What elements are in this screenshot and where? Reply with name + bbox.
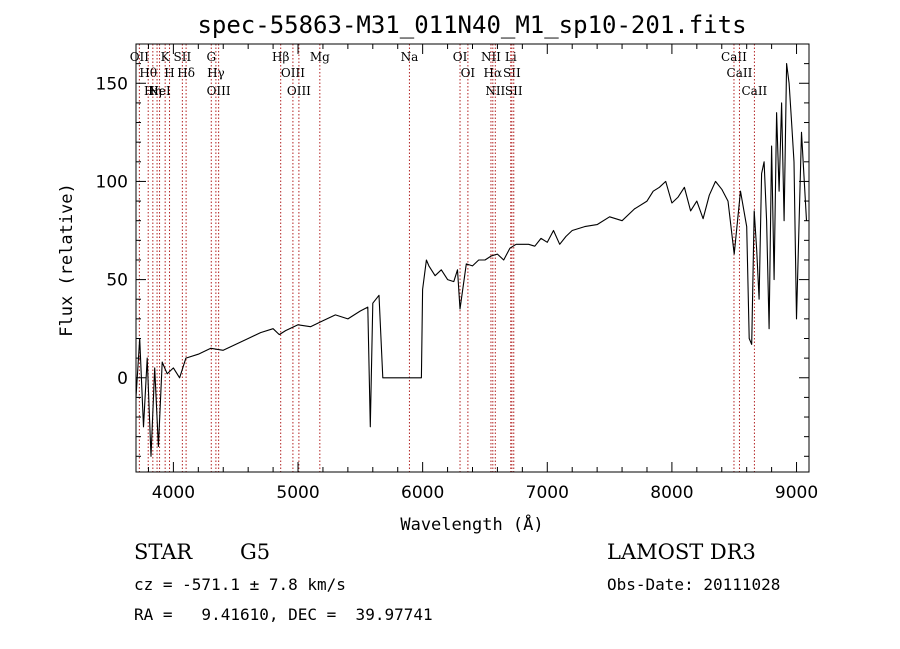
line-label: Hδ xyxy=(177,66,195,80)
survey-label: LAMOST DR3 xyxy=(607,540,756,564)
x-tick-label: 7000 xyxy=(526,483,569,503)
series-layer xyxy=(135,63,808,457)
line-label: H xyxy=(164,66,174,80)
coordinates: RA = 9.41610, DEC = 39.97741 xyxy=(134,605,433,624)
line-label: NII xyxy=(485,84,505,98)
x-tick-label: 8000 xyxy=(650,483,693,503)
x-tick-label: 5000 xyxy=(276,483,319,503)
x-axis: 4000 5000 6000 7000 8000 9000 xyxy=(147,44,818,503)
line-label: NII xyxy=(481,50,501,64)
line-label: Hγ xyxy=(207,66,225,80)
y-tick-label: 50 xyxy=(106,271,128,291)
y-tick-label: 150 xyxy=(96,74,128,94)
line-label: OIII xyxy=(281,66,305,80)
series-line xyxy=(135,63,808,457)
line-label: Ne xyxy=(148,84,166,98)
chart-title: spec-55863-M31_011N40_M1_sp10-201.fits xyxy=(197,11,746,39)
y-tick-label: 0 xyxy=(117,369,128,389)
x-tick-label: 6000 xyxy=(401,483,444,503)
line-label: HeI xyxy=(148,84,171,98)
line-label: OIII xyxy=(207,84,231,98)
line-label: SII xyxy=(174,50,192,64)
line-label: Hα xyxy=(484,66,503,80)
line-label: SII xyxy=(505,84,523,98)
line-label: CaII xyxy=(727,66,753,80)
line-label: CaII xyxy=(741,84,767,98)
line-label: K xyxy=(161,50,171,64)
line-label: OI xyxy=(461,66,476,80)
x-axis-label: Wavelength (Å) xyxy=(400,513,543,535)
y-tick-label: 100 xyxy=(96,172,128,192)
line-label: CaII xyxy=(721,50,747,64)
line-label: Hθ xyxy=(139,66,157,80)
line-label: OI xyxy=(453,50,468,64)
line-label: OII xyxy=(130,50,150,64)
y-axis: 0 50 100 150 xyxy=(96,63,809,457)
plot-frame xyxy=(135,43,810,473)
line-label: Mg xyxy=(310,50,330,64)
line-label: G xyxy=(206,50,216,64)
line-label: SII xyxy=(503,66,521,80)
object-class: STAR xyxy=(134,540,193,564)
x-tick-label: 9000 xyxy=(775,483,818,503)
object-subclass: G5 xyxy=(240,540,271,564)
y-axis-label: Flux (relative) xyxy=(57,183,77,337)
line-label: OIII xyxy=(287,84,311,98)
line-label: Hβ xyxy=(272,50,289,64)
obs-date: Obs-Date: 20111028 xyxy=(607,575,781,594)
redshift-cz: cz = -571.1 ± 7.8 km/s xyxy=(134,575,346,594)
x-tick-label: 4000 xyxy=(152,483,195,503)
line-label: Li xyxy=(505,50,517,64)
line-label: Na xyxy=(401,50,419,64)
